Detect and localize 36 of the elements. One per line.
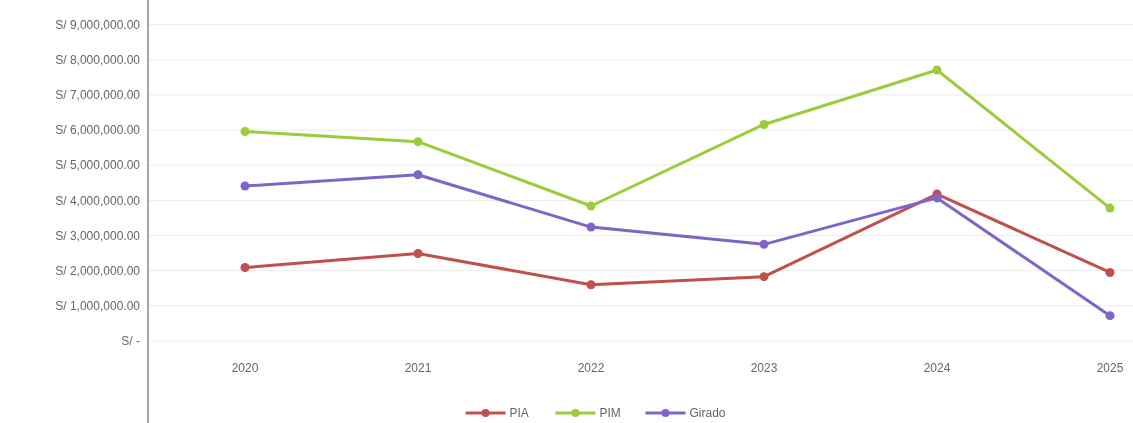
y-tick-label: S/ 8,000,000.00 [55, 52, 141, 67]
point [240, 126, 250, 136]
x-tick-label: 2021 [404, 361, 432, 375]
legend-label: Girado [689, 406, 726, 421]
y-tick-label: S/ 1,000,000.00 [55, 299, 141, 314]
point [932, 65, 942, 75]
x-tick-label: 2020 [231, 361, 259, 375]
point [413, 137, 423, 147]
point [413, 170, 423, 180]
y-tick-label: S/ 6,000,000.00 [55, 123, 141, 138]
point [759, 119, 769, 129]
y-tick-label: S/ 7,000,000.00 [55, 88, 141, 103]
x-tick-label: 2024 [923, 361, 951, 375]
point [586, 280, 596, 290]
point [759, 272, 769, 282]
y-tick-label: S/ 4,000,000.00 [55, 193, 141, 208]
point [413, 248, 423, 258]
legend-label: PIM [599, 406, 621, 421]
point [932, 193, 942, 203]
point [586, 201, 596, 211]
x-tick-label: 2025 [1096, 361, 1124, 375]
point [1105, 267, 1115, 277]
y-tick-label: S/ 3,000,000.00 [55, 228, 141, 243]
y-tick-label: S/ 2,000,000.00 [55, 263, 141, 278]
point [240, 263, 250, 273]
legend-label: PIA [509, 406, 529, 421]
point [759, 239, 769, 249]
y-tick-label: S/ - [121, 334, 140, 349]
x-tick-label: 2022 [577, 361, 605, 375]
x-tick-label: 2023 [750, 361, 778, 375]
y-tick-label: S/ 9,000,000.00 [55, 17, 141, 32]
y-tick-label: S/ 5,000,000.00 [55, 158, 141, 173]
point [240, 181, 250, 191]
point [1105, 203, 1115, 213]
point [1105, 311, 1115, 321]
point [586, 222, 596, 232]
